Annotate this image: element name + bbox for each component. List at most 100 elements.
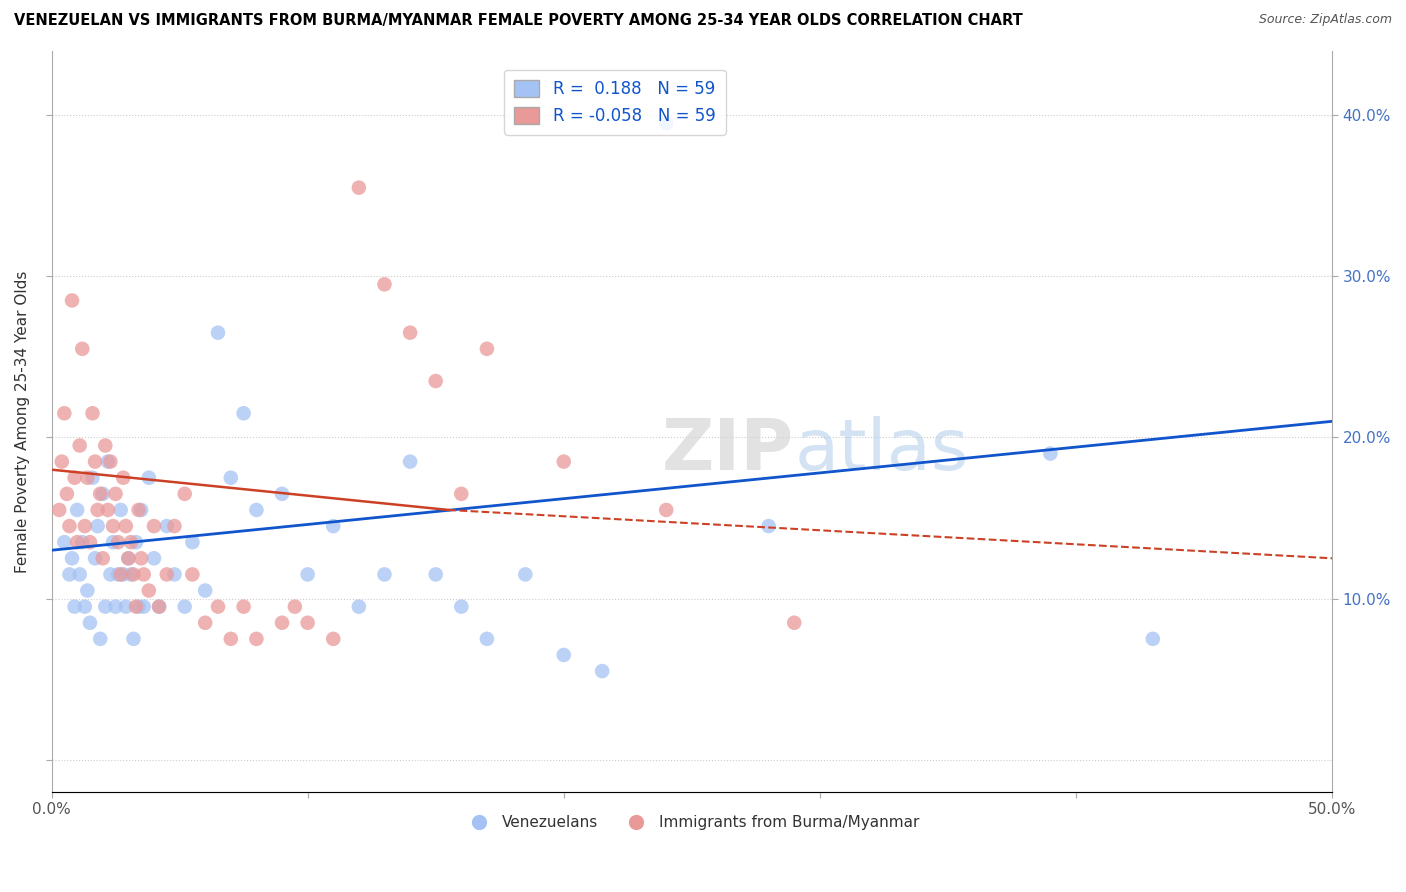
Legend: Venezuelans, Immigrants from Burma/Myanmar: Venezuelans, Immigrants from Burma/Myanm…: [458, 809, 927, 836]
Point: [79, 535, 101, 549]
Point: [181, 567, 204, 582]
Point: [122, 632, 145, 646]
Point: [53, 406, 76, 420]
Point: [73, 599, 96, 614]
Point: [194, 583, 217, 598]
Point: [173, 599, 195, 614]
Point: [297, 567, 319, 582]
Text: Source: ZipAtlas.com: Source: ZipAtlas.com: [1258, 13, 1392, 27]
Point: [399, 454, 422, 468]
Point: [114, 599, 136, 614]
Point: [181, 535, 204, 549]
Point: [129, 551, 152, 566]
Point: [72, 535, 94, 549]
Point: [553, 648, 575, 662]
Point: [271, 487, 294, 501]
Point: [450, 487, 472, 501]
Point: [60, 293, 83, 308]
Point: [69, 567, 91, 582]
Point: [104, 599, 127, 614]
Point: [117, 551, 139, 566]
Point: [194, 615, 217, 630]
Point: [232, 599, 254, 614]
Point: [101, 535, 124, 549]
Point: [143, 551, 166, 566]
Point: [425, 567, 447, 582]
Point: [322, 519, 344, 533]
Point: [373, 277, 395, 292]
Point: [347, 599, 370, 614]
Point: [156, 567, 179, 582]
Point: [72, 342, 94, 356]
Point: [475, 342, 498, 356]
Point: [425, 374, 447, 388]
Point: [143, 519, 166, 533]
Point: [156, 519, 179, 533]
Point: [399, 326, 422, 340]
Point: [117, 551, 139, 566]
Point: [322, 632, 344, 646]
Point: [207, 326, 229, 340]
Point: [122, 567, 145, 582]
Y-axis label: Female Poverty Among 25-34 Year Olds: Female Poverty Among 25-34 Year Olds: [15, 270, 30, 573]
Point: [148, 599, 170, 614]
Point: [163, 567, 186, 582]
Point: [86, 519, 108, 533]
Point: [515, 567, 537, 582]
Point: [51, 454, 73, 468]
Text: atlas: atlas: [794, 417, 969, 485]
Point: [148, 599, 170, 614]
Point: [82, 406, 104, 420]
Point: [89, 632, 111, 646]
Point: [1142, 632, 1164, 646]
Point: [112, 567, 135, 582]
Point: [232, 406, 254, 420]
Point: [110, 567, 132, 582]
Point: [56, 487, 79, 501]
Point: [89, 487, 111, 501]
Point: [347, 180, 370, 194]
Point: [591, 664, 613, 678]
Point: [101, 519, 124, 533]
Point: [84, 551, 107, 566]
Point: [60, 551, 83, 566]
Point: [245, 503, 267, 517]
Point: [58, 567, 80, 582]
Point: [79, 615, 101, 630]
Point: [1039, 446, 1062, 460]
Point: [783, 615, 806, 630]
Point: [107, 567, 129, 582]
Point: [100, 454, 122, 468]
Point: [297, 615, 319, 630]
Text: VENEZUELAN VS IMMIGRANTS FROM BURMA/MYANMAR FEMALE POVERTY AMONG 25-34 YEAR OLDS: VENEZUELAN VS IMMIGRANTS FROM BURMA/MYAN…: [14, 13, 1022, 29]
Point: [373, 567, 395, 582]
Point: [84, 454, 107, 468]
Point: [163, 519, 186, 533]
Point: [76, 583, 98, 598]
Point: [63, 599, 86, 614]
Point: [97, 503, 120, 517]
Point: [114, 519, 136, 533]
Point: [100, 567, 122, 582]
Point: [110, 503, 132, 517]
Point: [138, 583, 160, 598]
Point: [475, 632, 498, 646]
Point: [219, 632, 242, 646]
Point: [450, 599, 472, 614]
Point: [69, 438, 91, 452]
Point: [125, 599, 148, 614]
Point: [125, 535, 148, 549]
Point: [97, 454, 120, 468]
Text: ZIP: ZIP: [662, 417, 794, 485]
Point: [655, 503, 678, 517]
Point: [128, 599, 150, 614]
Point: [173, 487, 195, 501]
Point: [284, 599, 307, 614]
Point: [655, 116, 678, 130]
Point: [66, 535, 89, 549]
Point: [207, 599, 229, 614]
Point: [73, 519, 96, 533]
Point: [94, 599, 117, 614]
Point: [82, 471, 104, 485]
Point: [271, 615, 294, 630]
